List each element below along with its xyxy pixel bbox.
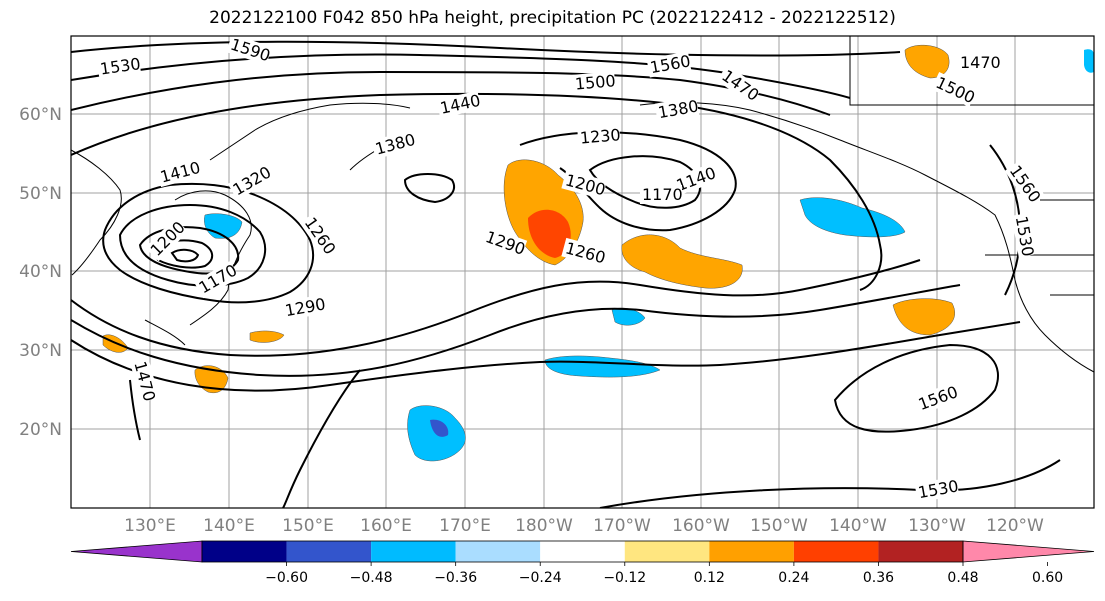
precip-region-red-core (528, 209, 571, 258)
contour-label-bg (646, 51, 692, 78)
colorbar-tick-label: −0.12 (603, 570, 646, 586)
contour-label: 1470 (960, 53, 1001, 72)
precip-region-orange-japan-south (194, 365, 229, 394)
lon-tick-label: 170°W (593, 516, 651, 536)
colorbar-segment (793, 541, 879, 562)
contour-label-bg (145, 218, 189, 262)
lon-tick-label: 130°E (124, 516, 176, 536)
longitude-axis: 130°E 140°E 150°E 160°E 170°E 180°W 170°W 160°W… (124, 516, 1044, 536)
contour-label-bg (299, 212, 340, 258)
colorbar-tick-label: 0.24 (778, 570, 809, 586)
lon-tick-label: 160°W (672, 516, 730, 536)
lon-tick-label: 140°W (829, 516, 887, 536)
colorbar-segment (540, 541, 625, 562)
lon-tick-label: 140°E (203, 516, 255, 536)
colorbar-outline (201, 540, 964, 563)
contour-label-bg (1004, 160, 1045, 206)
colorbar-segment (371, 541, 456, 562)
latitude-axis: 60°N 50°N 40°N 30°N 20°N (19, 105, 62, 440)
precip-region-blue-core (430, 419, 449, 437)
colorbar-segment (455, 541, 541, 562)
lat-tick-label: 60°N (19, 105, 62, 125)
colorbar-segment (286, 541, 372, 562)
lat-tick-label: 40°N (19, 262, 62, 282)
contour-label-bg (577, 125, 621, 148)
colorbar-segment (878, 541, 963, 562)
contour-label-bg (371, 129, 417, 160)
contour-label-bg (958, 53, 1000, 72)
colorbar-extend-max (962, 540, 1095, 563)
colorbar-segment (624, 541, 710, 562)
contour-label-bg (913, 382, 960, 415)
contour-label: 1230 (579, 125, 621, 147)
contour-label: 1500 (574, 71, 616, 93)
contour-label-bg (640, 185, 682, 204)
contour-label-bg (96, 54, 142, 79)
contour-label-bg (1011, 212, 1038, 258)
contour-label-bg (671, 163, 718, 196)
colorbar-segment (709, 541, 794, 562)
lon-tick-label: 120°W (986, 516, 1044, 536)
colorbar-tick-label: 0.48 (947, 570, 978, 586)
colorbar-tick-label: −0.60 (265, 570, 308, 586)
contour-label-bg (914, 476, 960, 503)
contour-label-bg (193, 260, 240, 299)
precip-region-orange-central (621, 234, 743, 289)
contour-label-bg (129, 357, 160, 403)
lat-tick-label: 30°N (19, 341, 62, 361)
precip-region-orange-east (892, 298, 955, 336)
map-frame (70, 35, 1095, 509)
colorbar-tick-label: −0.48 (350, 570, 393, 586)
contour-label-bg (436, 90, 482, 119)
contour-label-bg (931, 72, 978, 108)
colorbar: −0.60 −0.48 −0.36 −0.24 −0.12 0.12 0.24 0.36 0.4… (70, 540, 1095, 586)
colorbar-tick-label: 0.36 (863, 570, 894, 586)
contour-label-bg (226, 34, 273, 66)
contour-label-bg (654, 96, 700, 123)
contour-label-bg (561, 237, 607, 268)
map-title: 2022122100 F042 850 hPa height, precipit… (209, 8, 896, 28)
contour-label-bg (227, 162, 274, 201)
lon-tick-label: 150°W (750, 516, 808, 536)
lon-tick-label: 150°E (282, 516, 334, 536)
lat-tick-label: 50°N (19, 184, 62, 204)
colorbar-tick-label: 0.12 (694, 570, 725, 586)
colorbar-tick-label: −0.36 (434, 570, 477, 586)
precip-region-blue-gulf (799, 197, 906, 238)
lat-tick-label: 20°N (19, 420, 62, 440)
lon-tick-label: 180°W (515, 516, 573, 536)
colorbar-extend-min (70, 540, 203, 563)
contour-label-bg (561, 169, 607, 200)
contour-label: 1170 (642, 185, 683, 204)
contour-label-bg (281, 294, 327, 321)
lon-tick-label: 170°E (439, 516, 491, 536)
lon-tick-label: 130°W (908, 516, 966, 536)
precip-region-blue-east-edge (1084, 49, 1094, 73)
colorbar-tick-label: 0.60 (1032, 570, 1063, 586)
lon-tick-label: 160°E (360, 516, 412, 536)
precip-region-orange-japan-small (249, 330, 285, 343)
precipitation-shading (102, 44, 1094, 462)
contour-label-bg (156, 157, 202, 188)
contour-label-bg (572, 71, 616, 94)
contour-label-bg (716, 64, 762, 105)
colorbar-tick-label: −0.24 (519, 570, 562, 586)
contour-label-bg (481, 226, 528, 259)
colorbar-segment (202, 541, 287, 562)
precip-region-orange-alaska (904, 44, 950, 79)
